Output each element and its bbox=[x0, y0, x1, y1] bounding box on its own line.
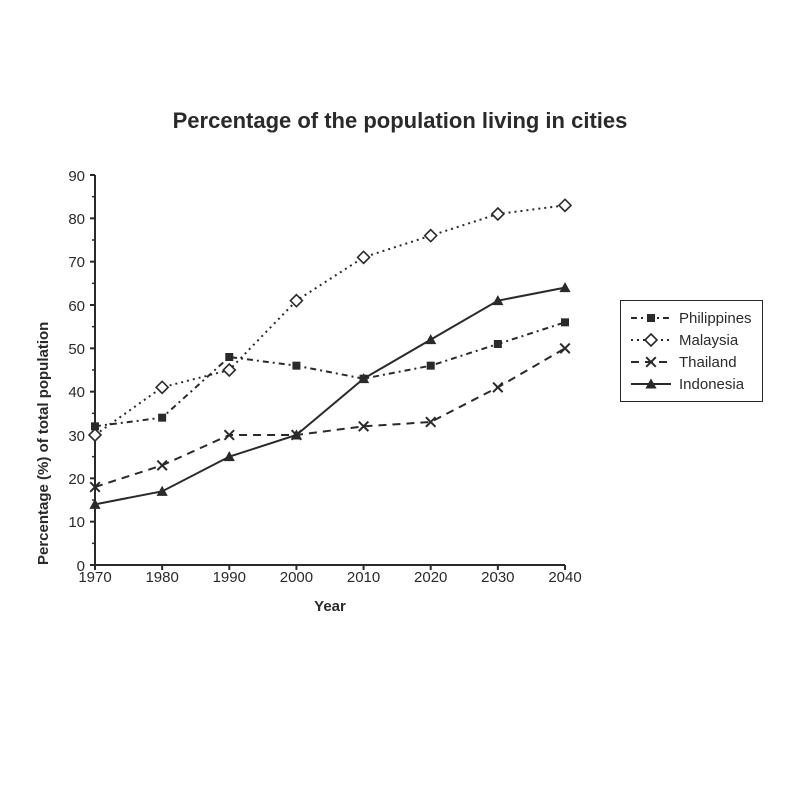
legend-swatch-icon bbox=[629, 309, 673, 327]
legend-item: Philippines bbox=[629, 307, 752, 329]
legend-swatch-icon bbox=[629, 353, 673, 371]
legend-item: Malaysia bbox=[629, 329, 752, 351]
y-tick-label: 80 bbox=[45, 211, 85, 228]
series-indonesia bbox=[89, 282, 570, 509]
y-tick-label: 30 bbox=[45, 428, 85, 445]
legend-item: Thailand bbox=[629, 351, 752, 373]
x-axis-label: Year bbox=[95, 598, 565, 615]
legend-label: Thailand bbox=[679, 354, 737, 371]
series-malaysia bbox=[89, 199, 571, 441]
y-tick-label: 60 bbox=[45, 298, 85, 315]
y-tick-label: 90 bbox=[45, 168, 85, 185]
legend-label: Philippines bbox=[679, 310, 752, 327]
legend-swatch-icon bbox=[629, 331, 673, 349]
x-tick-label: 2020 bbox=[406, 569, 456, 586]
legend-item: Indonesia bbox=[629, 373, 752, 395]
y-tick-label: 10 bbox=[45, 514, 85, 531]
legend-swatch-icon bbox=[629, 375, 673, 393]
y-tick-label: 70 bbox=[45, 254, 85, 271]
y-tick-label: 0 bbox=[45, 558, 85, 575]
legend: Philippines Malaysia Thailand Indonesia bbox=[620, 300, 763, 402]
x-tick-label: 2000 bbox=[271, 569, 321, 586]
x-tick-label: 1980 bbox=[137, 569, 187, 586]
series-philippines bbox=[91, 318, 569, 430]
legend-label: Malaysia bbox=[679, 332, 738, 349]
y-tick-label: 40 bbox=[45, 384, 85, 401]
plot-area bbox=[85, 165, 575, 575]
x-tick-label: 2030 bbox=[473, 569, 523, 586]
chart-title: Percentage of the population living in c… bbox=[0, 108, 800, 134]
x-tick-label: 2040 bbox=[540, 569, 590, 586]
x-tick-label: 2010 bbox=[339, 569, 389, 586]
legend-label: Indonesia bbox=[679, 376, 744, 393]
x-tick-label: 1990 bbox=[204, 569, 254, 586]
y-tick-label: 50 bbox=[45, 341, 85, 358]
chart-container: Percentage of the population living in c… bbox=[0, 0, 800, 800]
y-tick-label: 20 bbox=[45, 471, 85, 488]
